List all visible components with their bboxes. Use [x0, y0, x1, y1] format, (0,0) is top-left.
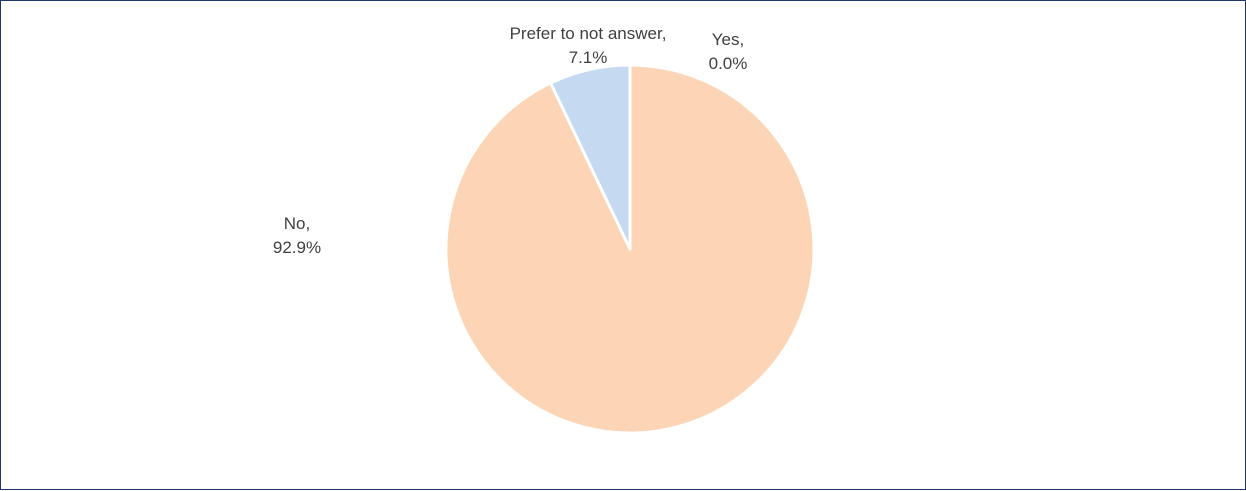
data-label-no: No, 92.9% [273, 214, 321, 257]
data-label-prefer-to-not-answer: Prefer to not answer, 7.1% [510, 24, 667, 67]
data-label-yes: Yes, 0.0% [709, 30, 748, 73]
pie-labels: Yes, 0.0% No, 92.9% Prefer to not answer, 7.1… [273, 24, 747, 257]
data-label-value: 92.9% [273, 238, 321, 257]
data-label-category: Yes, [712, 30, 744, 49]
data-label-value: 0.0% [709, 54, 748, 73]
data-label-value: 7.1% [569, 48, 608, 67]
data-label-category: Prefer to not answer, [510, 24, 667, 43]
data-label-category: No, [284, 214, 310, 233]
pie-slices [444, 63, 816, 435]
pie-slice-prefer-to-not-answer [549, 63, 632, 251]
